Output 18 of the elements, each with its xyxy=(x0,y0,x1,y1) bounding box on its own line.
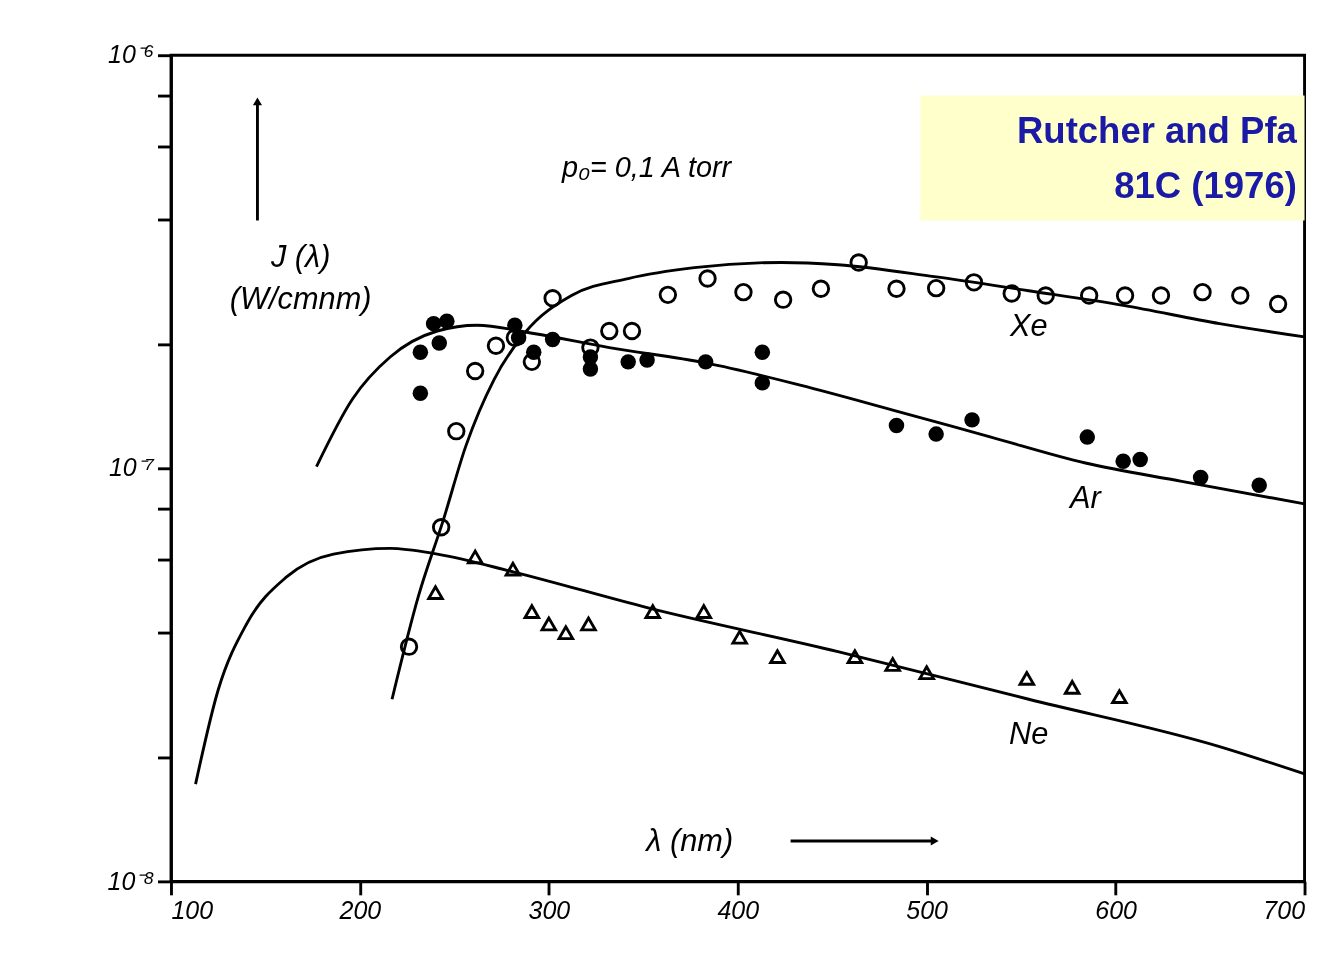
y-tick-label: 10⁻⁷ xyxy=(108,453,155,482)
annotation: Rutcher and Pfa xyxy=(1016,109,1298,151)
x-axis-title: λ (nm) xyxy=(644,822,734,858)
x-tick-label: 500 xyxy=(906,896,949,925)
x-tick-label: 600 xyxy=(1095,896,1138,925)
annotation: 81C (1976) xyxy=(1114,165,1297,207)
annotation: p₀= 0,1 A torr xyxy=(560,151,733,184)
x-tick-label: 400 xyxy=(717,896,760,925)
series-label: Ar xyxy=(1068,480,1103,516)
y-axis-title: J (λ) (W/cmnm) xyxy=(229,238,372,316)
x-tick-label: 300 xyxy=(528,896,571,925)
x-tick-label: 200 xyxy=(338,896,382,925)
series-label: Ne xyxy=(1009,716,1049,752)
y-tick-label: 10⁻⁸ xyxy=(107,866,155,895)
x-tick-label: 700 xyxy=(1263,896,1306,925)
y-tick-label: 10⁻⁶ xyxy=(108,40,155,69)
series-label: Xe xyxy=(1008,307,1048,343)
x-tick-label: 100 xyxy=(171,896,214,925)
